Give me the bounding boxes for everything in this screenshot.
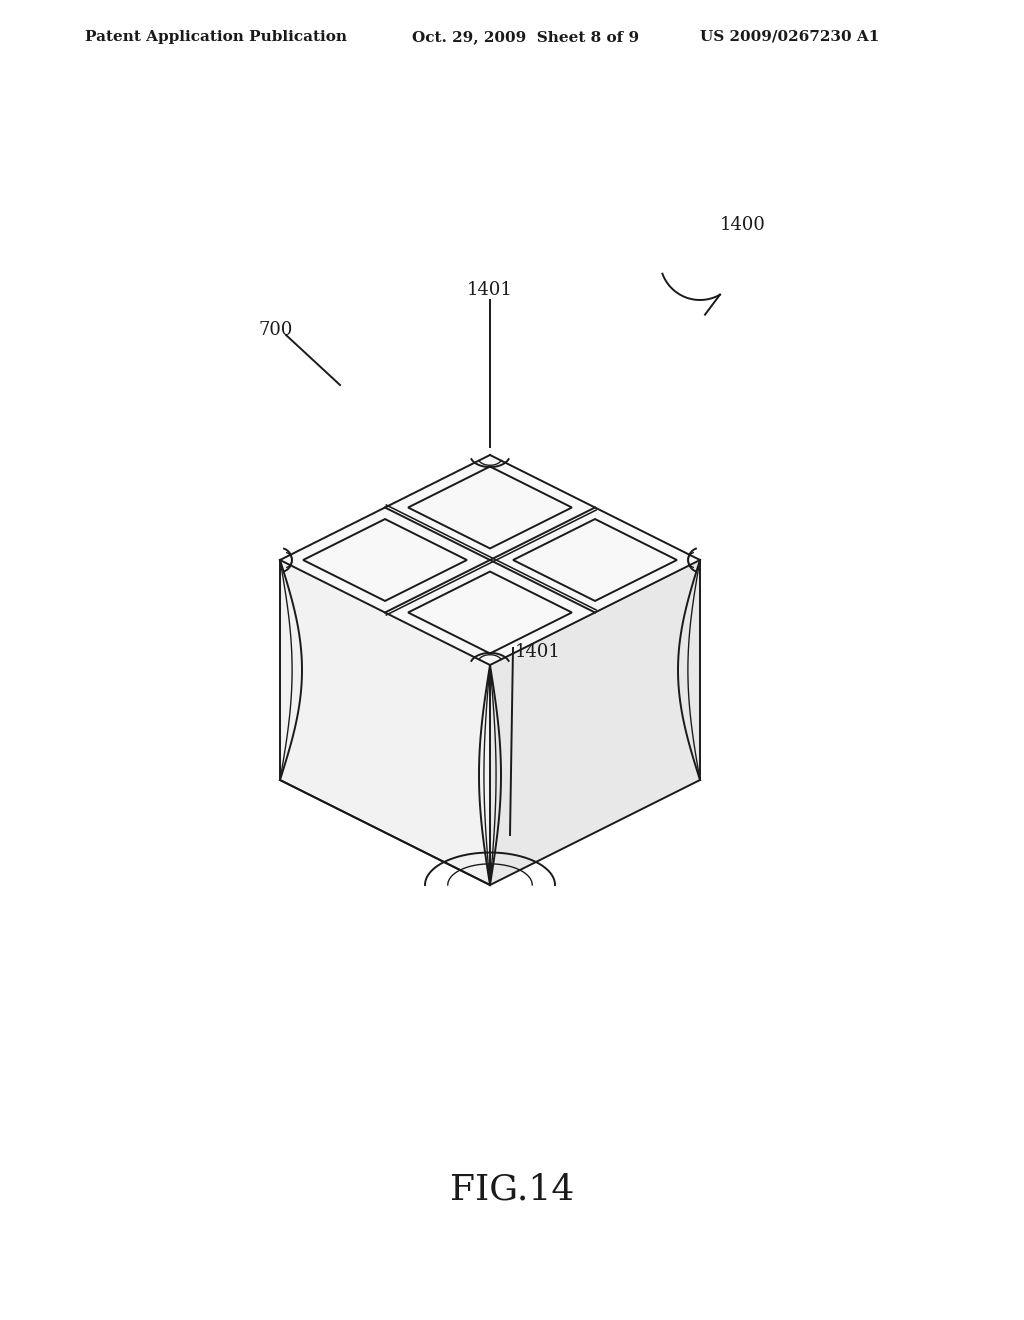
Text: Patent Application Publication: Patent Application Publication: [85, 30, 347, 44]
Text: 1401: 1401: [467, 281, 513, 300]
Polygon shape: [490, 560, 700, 884]
Text: 1401: 1401: [515, 643, 561, 661]
Polygon shape: [280, 560, 490, 884]
Text: 1400: 1400: [720, 216, 766, 234]
Text: 700: 700: [258, 321, 293, 339]
Text: Oct. 29, 2009  Sheet 8 of 9: Oct. 29, 2009 Sheet 8 of 9: [412, 30, 639, 44]
Polygon shape: [280, 455, 700, 665]
Text: US 2009/0267230 A1: US 2009/0267230 A1: [700, 30, 880, 44]
Text: FIG.14: FIG.14: [450, 1173, 574, 1206]
